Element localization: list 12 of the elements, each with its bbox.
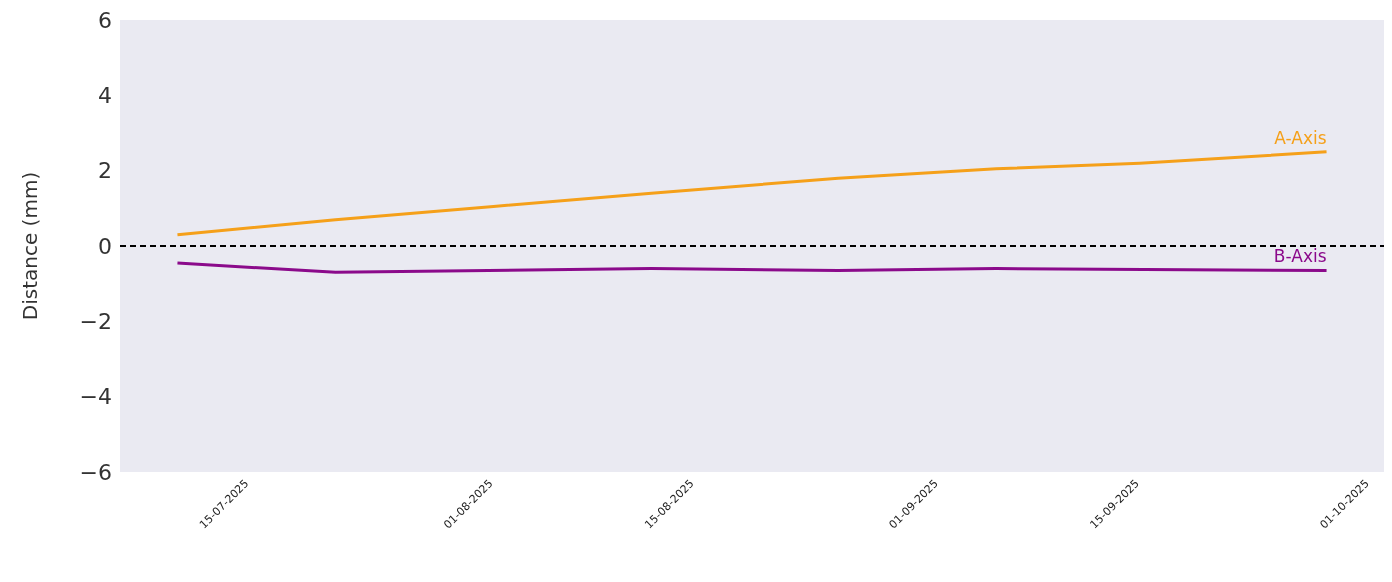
y-tick-label: 4 [98,83,112,109]
y-axis-title: Distance (mm) [18,171,43,321]
y-tick-label: 6 [98,7,112,33]
y-tick-label: 0 [98,233,112,259]
y-tick-label: −2 [79,309,112,335]
line-series [175,150,1329,237]
line-series [175,261,1329,274]
y-tick-label: −4 [79,384,112,410]
series-label: B-Axis [1273,246,1327,267]
y-tick-label: 2 [98,158,112,184]
series-label: A-Axis [1274,127,1327,148]
y-tick-label: −6 [79,459,112,485]
